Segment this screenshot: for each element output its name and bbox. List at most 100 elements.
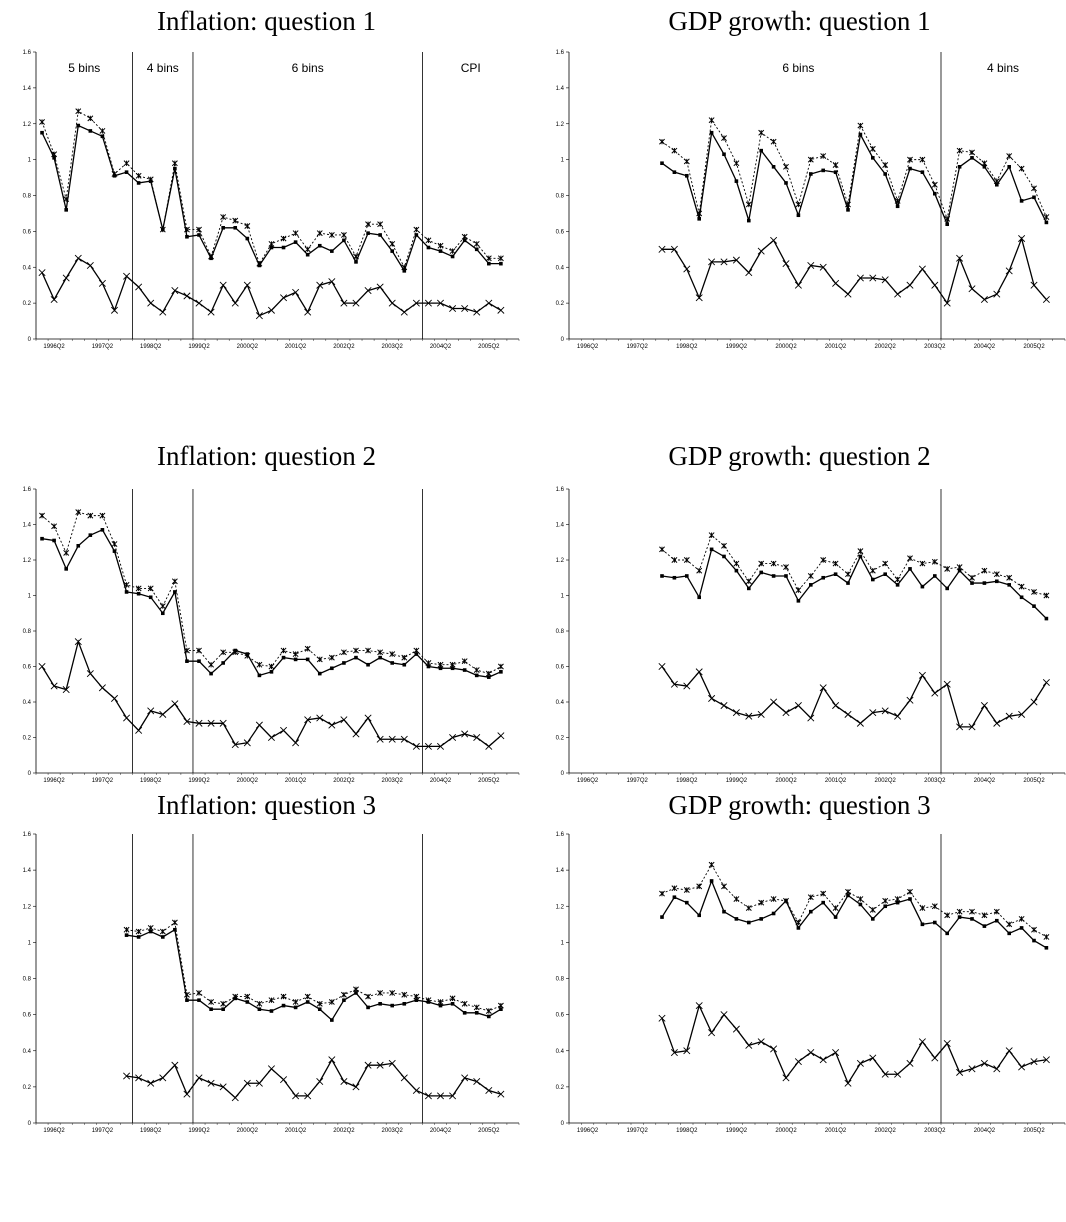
series-3-point xyxy=(183,292,191,300)
series-1-point xyxy=(377,989,384,996)
series-1-point xyxy=(135,172,142,179)
series-2-point xyxy=(1019,595,1024,600)
series-1-point xyxy=(413,647,420,654)
series-1-point xyxy=(353,986,359,993)
series-3-point xyxy=(782,1074,790,1082)
x-tick-label: 1997Q2 xyxy=(92,1128,114,1134)
series-3-point xyxy=(720,702,728,710)
series-3-point xyxy=(757,1038,765,1046)
series-2-point xyxy=(185,659,189,663)
series-2-point xyxy=(100,134,105,139)
series-3-point xyxy=(856,274,864,282)
series-3-point xyxy=(844,1079,852,1087)
x-tick-label: 1997Q2 xyxy=(627,1128,649,1134)
series-3-point xyxy=(1005,1047,1013,1055)
series-2-point xyxy=(1019,926,1024,930)
series-2-point xyxy=(871,156,875,160)
series-2-point xyxy=(366,231,370,235)
series-1-point xyxy=(316,656,323,663)
series-3-point xyxy=(918,1038,926,1046)
series-1-point xyxy=(807,894,814,901)
series-3-point xyxy=(62,274,70,282)
y-tick-label: 0.6 xyxy=(23,229,32,235)
y-tick-label: 1 xyxy=(28,158,32,164)
series-1-point xyxy=(944,565,951,572)
series-3-point xyxy=(292,288,300,296)
series-1-point xyxy=(365,221,372,228)
x-tick-label: 2003Q2 xyxy=(924,1128,946,1134)
series-3-point xyxy=(340,1077,348,1085)
series-2-point xyxy=(124,933,129,937)
series-2-point xyxy=(136,181,141,185)
chart-title: GDP growth: question 2 xyxy=(668,441,931,471)
series-2-point xyxy=(487,675,491,679)
series-2-point xyxy=(378,233,382,237)
series-2-point xyxy=(1007,583,1011,587)
series-1-point xyxy=(99,127,106,134)
y-tick-label: 1.4 xyxy=(23,868,32,874)
series-1-point xyxy=(944,912,951,919)
series-3-point xyxy=(906,696,914,704)
series-1-point xyxy=(401,991,408,998)
series-1-point xyxy=(770,560,777,567)
chart-title: Inflation: question 2 xyxy=(157,441,376,471)
series-2-line xyxy=(126,928,502,1022)
series-3-point xyxy=(123,272,131,280)
series-3-point xyxy=(243,281,251,289)
series-3-point xyxy=(171,287,179,295)
series-2-point xyxy=(487,1014,491,1019)
series-2-point xyxy=(883,172,887,176)
series-1-point xyxy=(437,999,444,1005)
series-2-point xyxy=(330,1018,334,1022)
series-3-point xyxy=(683,265,691,273)
series-3-point xyxy=(980,1059,988,1067)
series-2-point xyxy=(709,130,714,135)
series-2-point xyxy=(697,217,701,221)
series-2-point xyxy=(672,895,677,900)
series-2-point xyxy=(462,668,467,672)
series-2-point xyxy=(245,1000,250,1004)
x-tick-label: 2005Q2 xyxy=(1023,344,1045,350)
series-3-point xyxy=(485,299,493,307)
y-tick-label: 0.4 xyxy=(23,700,32,706)
series-3-point xyxy=(340,299,348,307)
series-2-point xyxy=(354,655,358,660)
series-1-point xyxy=(1018,165,1025,172)
x-tick-label: 2001Q2 xyxy=(825,1128,847,1134)
y-tick-label: 0.6 xyxy=(556,665,565,671)
line-chart-gdp-q1: 0 0.2 0.4 0.6 0.8 1 1.2 1.4 1.6 1996Q2 1997Q2 1998Q… xyxy=(556,50,1066,350)
x-tick-label: 1996Q2 xyxy=(577,1128,599,1134)
series-3-point xyxy=(497,732,505,740)
series-2-point xyxy=(982,165,987,169)
series-1-point xyxy=(1018,583,1025,590)
series-1-point xyxy=(832,560,839,567)
series-3-point xyxy=(906,281,914,289)
series-2-point xyxy=(660,574,664,578)
x-tick-label: 2000Q2 xyxy=(775,344,797,350)
series-3-point xyxy=(993,290,1001,298)
series-1-point xyxy=(659,138,665,145)
x-tick-label: 2002Q2 xyxy=(333,1128,355,1134)
series-2-point xyxy=(64,208,68,212)
series-3-point xyxy=(412,742,420,750)
series-2-point xyxy=(908,567,912,571)
series-3-line xyxy=(661,1003,1047,1085)
series-2-point xyxy=(957,915,962,919)
series-3-point xyxy=(695,1002,703,1010)
series-2-point xyxy=(759,917,763,921)
series-2-point xyxy=(438,666,443,671)
series-1-point xyxy=(869,567,876,574)
series-3-point xyxy=(473,308,481,316)
chart-panel-inflation-q3: Inflation: question 3 0 0.2 0.4 0.6 0.8 1 1.2 1… xyxy=(0,786,533,1166)
series-3-point xyxy=(38,662,46,671)
series-2-point xyxy=(809,909,813,914)
series-1-point xyxy=(907,555,913,562)
series-3-point xyxy=(670,680,678,688)
series-3-point xyxy=(159,308,167,316)
x-tick-label: 1996Q2 xyxy=(43,778,65,784)
y-tick-label: 0 xyxy=(561,771,565,777)
series-1-point xyxy=(783,564,789,571)
series-2-point xyxy=(317,671,322,676)
series-1-point xyxy=(328,999,335,1005)
series-2-point xyxy=(209,256,213,261)
